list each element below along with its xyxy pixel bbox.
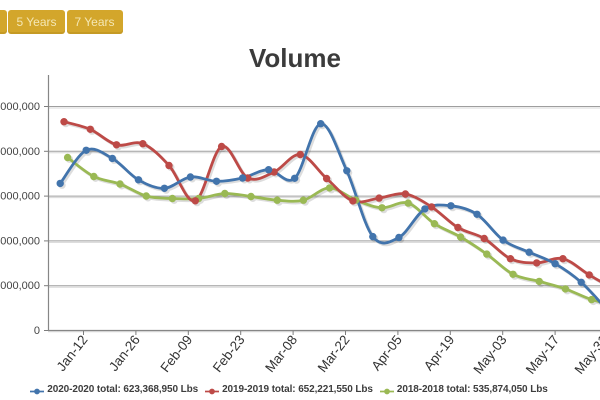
svg-text:May-17: May-17 [523, 332, 562, 376]
svg-text:Feb-23: Feb-23 [210, 332, 248, 375]
svg-text:Mar-08: Mar-08 [262, 332, 300, 375]
svg-text:60,000,000: 60,000,000 [0, 191, 40, 203]
svg-text:Apr-05: Apr-05 [368, 332, 405, 373]
svg-text:20,000,000: 20,000,000 [0, 280, 40, 292]
svg-text:Jan-26: Jan-26 [106, 332, 143, 374]
svg-text:0: 0 [34, 325, 40, 337]
svg-text:Feb-09: Feb-09 [157, 332, 195, 375]
svg-text:Mar-22: Mar-22 [315, 332, 353, 375]
svg-text:May-03: May-03 [470, 332, 509, 376]
svg-text:Apr-19: Apr-19 [421, 332, 458, 373]
svg-text:May-31: May-31 [572, 332, 600, 376]
svg-text:Jan-12: Jan-12 [54, 332, 91, 374]
svg-text:40,000,000: 40,000,000 [0, 235, 40, 247]
svg-text:80,000,000: 80,000,000 [0, 146, 40, 158]
svg-text:100,000,000: 100,000,000 [0, 101, 40, 113]
